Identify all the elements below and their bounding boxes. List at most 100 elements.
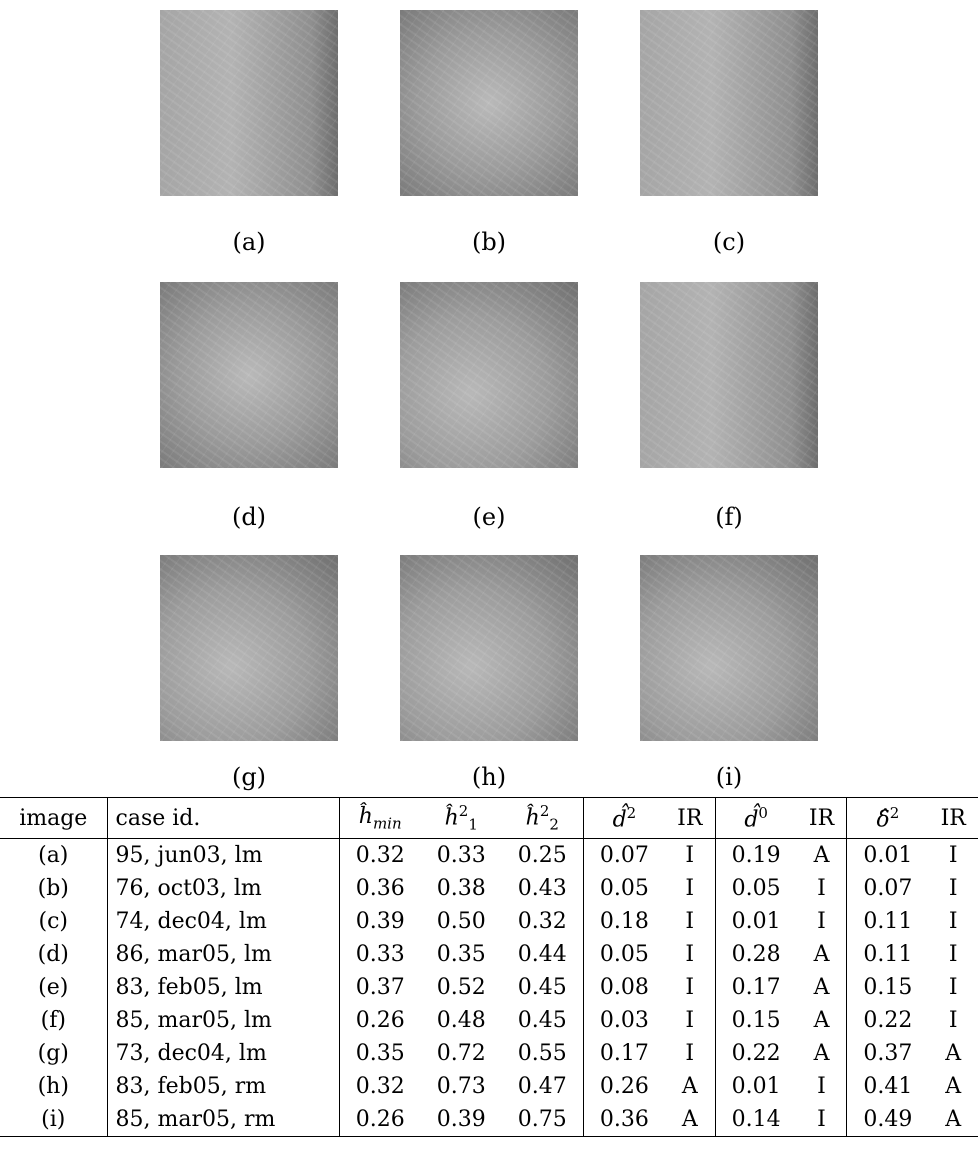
cell-ir-3: A: [945, 1074, 962, 1099]
cell-image: (i): [0, 1103, 108, 1137]
cell-image: (f): [0, 1004, 108, 1037]
cell-h-min: 0.32: [355, 1074, 405, 1099]
cell-image: (c): [0, 905, 108, 938]
cell-case-id: 83, feb05, lm: [107, 971, 340, 1004]
caption-b: (b): [471, 228, 507, 256]
caption-f: (f): [715, 503, 743, 531]
table-row: (a) 95, jun03, lm 0.32 0.33 0.25 0.07 I 0.19 A 0.…: [0, 838, 978, 872]
cell-d0: 0.05: [731, 876, 781, 901]
table-row: (c) 74, dec04, lm 0.39 0.50 0.32 0.18 I 0.01 I 0.…: [0, 905, 978, 938]
cell-h2: 0.47: [501, 1070, 584, 1103]
cell-ir-2: I: [796, 1070, 848, 1103]
caption-d: (d): [231, 503, 267, 531]
cell-h1: 0.73: [436, 1074, 486, 1099]
cell-d0: 0.19: [731, 843, 781, 868]
cell-ir-2: A: [796, 971, 848, 1004]
header-ir-3: IR: [928, 797, 978, 839]
cell-h1: 0.50: [436, 909, 486, 934]
cell-h-min: 0.26: [339, 1103, 421, 1137]
cell-ir-1: A: [664, 1070, 716, 1103]
header-ir-2: IR: [796, 797, 848, 839]
cell-h2: 0.44: [501, 938, 584, 971]
cell-h-min: 0.35: [355, 1041, 405, 1066]
cell-case-id: 85, mar05, rm: [107, 1103, 340, 1137]
cell-delta2: 0.15: [863, 975, 913, 1000]
cell-h-min: 0.32: [355, 843, 405, 868]
cell-delta2: 0.01: [863, 843, 913, 868]
cell-ir-1: I: [664, 971, 716, 1004]
cell-d2: 0.08: [599, 975, 649, 1000]
header-ir-1: IR: [664, 797, 716, 839]
cell-delta2: 0.22: [863, 1008, 913, 1033]
cell-d0: 0.15: [731, 1008, 781, 1033]
cell-delta2: 0.49: [846, 1103, 929, 1137]
caption-e: (e): [472, 503, 506, 531]
cell-ir-1: I: [664, 838, 716, 872]
texture-image-d: [160, 282, 338, 468]
cell-ir-1: A: [664, 1103, 716, 1137]
cell-case-id: 74, dec04, lm: [107, 905, 340, 938]
cell-case-id: 86, mar05, lm: [107, 938, 340, 971]
cell-case-id: 83, feb05, rm: [107, 1070, 340, 1103]
cell-h1: 0.48: [436, 1008, 486, 1033]
cell-ir-2: A: [796, 938, 848, 971]
cell-ir-2: A: [796, 1004, 848, 1037]
cell-image: (e): [0, 971, 108, 1004]
caption-c: (c): [712, 228, 746, 256]
cell-h2: 0.75: [501, 1103, 584, 1137]
cell-d2: 0.18: [599, 909, 649, 934]
cell-d2: 0.36: [583, 1103, 665, 1137]
cell-ir-3: A: [928, 1103, 978, 1137]
caption-i: (i): [715, 763, 743, 791]
cell-d0: 0.01: [731, 909, 781, 934]
cell-ir-3: I: [948, 942, 958, 967]
cell-d2: 0.26: [599, 1074, 649, 1099]
cell-h2: 0.55: [501, 1037, 584, 1070]
cell-delta2: 0.11: [863, 942, 913, 967]
cell-image: (a): [0, 838, 108, 872]
cell-ir-2: A: [796, 1037, 848, 1070]
caption-h: (h): [471, 763, 507, 791]
cell-h2: 0.45: [501, 1004, 584, 1037]
cell-case-id: 95, jun03, lm: [107, 838, 340, 872]
cell-d0: 0.28: [731, 942, 781, 967]
cell-d2: 0.07: [599, 843, 649, 868]
cell-h-min: 0.26: [355, 1008, 405, 1033]
header-case-id: case id.: [107, 797, 340, 839]
cell-ir-3: I: [948, 975, 958, 1000]
texture-image-i: [640, 555, 818, 741]
cell-h2: 0.43: [501, 872, 584, 905]
texture-image-b: [400, 10, 578, 196]
texture-image-c: [640, 10, 818, 196]
cell-d2: 0.05: [599, 942, 649, 967]
cell-ir-2: I: [796, 905, 848, 938]
cell-ir-1: I: [664, 1004, 716, 1037]
cell-d0: 0.01: [731, 1074, 781, 1099]
texture-image-h: [400, 555, 578, 741]
cell-d0: 0.22: [731, 1041, 781, 1066]
caption-g: (g): [231, 763, 267, 791]
cell-h2: 0.45: [501, 971, 584, 1004]
caption-a: (a): [232, 228, 266, 256]
cell-ir-2: I: [796, 872, 848, 905]
cell-ir-3: A: [945, 1041, 962, 1066]
cell-ir-2: A: [796, 838, 848, 872]
texture-image-a: [160, 10, 338, 196]
header-d2: d̂2: [583, 797, 665, 839]
cell-case-id: 76, oct03, lm: [107, 872, 340, 905]
cell-ir-1: I: [664, 1037, 716, 1070]
cell-delta2: 0.07: [863, 876, 913, 901]
cell-image: (b): [0, 872, 108, 905]
cell-ir-2: I: [796, 1103, 848, 1137]
cell-h1: 0.39: [420, 1103, 502, 1137]
cell-ir-3: I: [948, 1008, 958, 1033]
cell-case-id: 73, dec04, lm: [107, 1037, 340, 1070]
cell-d0: 0.17: [731, 975, 781, 1000]
cell-ir-1: I: [664, 872, 716, 905]
cell-h1: 0.52: [436, 975, 486, 1000]
cell-h-min: 0.33: [355, 942, 405, 967]
table-row: (h) 83, feb05, rm 0.32 0.73 0.47 0.26 A 0.01 I 0.…: [0, 1070, 978, 1103]
table-row: (i) 85, mar05, rm 0.26 0.39 0.75 0.36 A 0.14 I 0.…: [0, 1103, 978, 1137]
cell-h-min: 0.36: [355, 876, 405, 901]
cell-d2: 0.17: [599, 1041, 649, 1066]
